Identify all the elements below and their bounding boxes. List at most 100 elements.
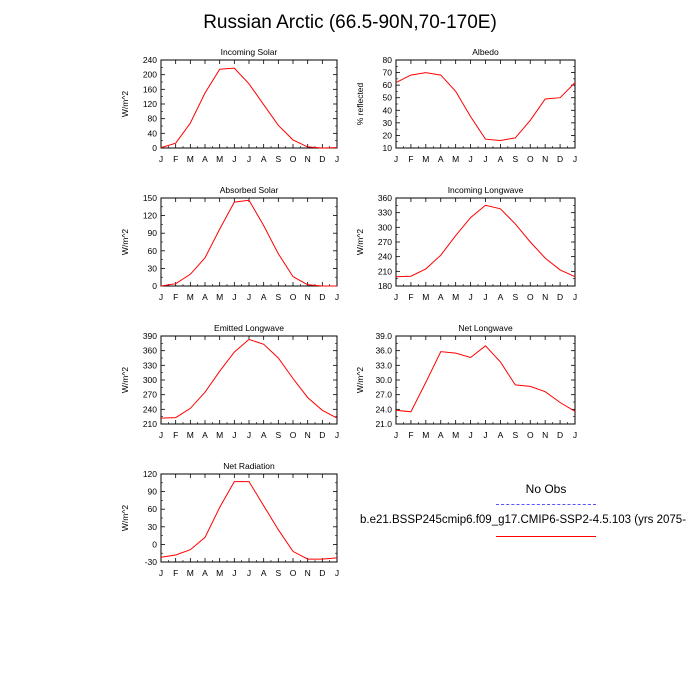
x-tick-label: M [452,292,459,302]
y-axis-label: W/m^2 [120,229,130,255]
x-tick-label: A [438,154,444,164]
x-tick-label: A [202,292,208,302]
x-tick-label: A [261,568,267,578]
x-tick-label: N [305,292,311,302]
y-tick-label: 90 [148,487,158,497]
chart-title: Absorbed Solar [220,185,279,195]
y-tick-label: 0 [152,143,157,153]
x-tick-label: M [216,292,223,302]
y-tick-label: 360 [378,193,392,203]
y-axis-label: W/m^2 [355,229,365,255]
x-tick-label: O [527,292,534,302]
x-tick-label: J [468,430,472,440]
y-tick-label: 30 [148,263,158,273]
x-tick-label: J [335,154,339,164]
x-tick-label: A [438,430,444,440]
x-tick-label: J [394,292,398,302]
x-tick-label: S [275,292,281,302]
y-axis-label: W/m^2 [120,505,130,531]
x-tick-label: J [247,154,251,164]
y-tick-label: 210 [143,419,157,429]
x-tick-label: D [319,430,325,440]
x-tick-label: N [542,430,548,440]
y-axis-label: % reflected [355,82,365,125]
legend-obs-line [496,504,596,505]
x-tick-label: J [335,430,339,440]
x-tick-label: A [261,430,267,440]
x-tick-label: M [187,292,194,302]
x-tick-label: J [335,568,339,578]
y-tick-label: 80 [383,55,393,65]
plot-frame [160,473,338,563]
y-tick-label: 270 [143,390,157,400]
x-tick-label: D [557,292,563,302]
chart-title: Incoming Longwave [448,185,524,195]
legend-model-line [496,536,596,537]
y-tick-label: 30 [383,118,393,128]
x-tick-label: S [512,154,518,164]
x-tick-label: J [232,430,236,440]
y-tick-label: 390 [143,331,157,341]
x-tick-label: N [542,154,548,164]
y-tick-label: 50 [383,93,393,103]
x-tick-label: O [290,568,297,578]
y-tick-label: 90 [148,228,158,238]
legend-title: No Obs [525,482,567,496]
y-tick-label: 200 [143,70,157,80]
x-tick-label: O [290,292,297,302]
x-tick-label: A [261,154,267,164]
series-line [160,481,338,560]
chart-title: Net Longwave [458,323,513,333]
y-axis-label: W/m^2 [355,367,365,393]
x-tick-label: S [275,568,281,578]
plot-frame [395,335,576,425]
y-tick-label: 360 [143,346,157,356]
y-tick-label: 330 [143,360,157,370]
x-tick-label: M [187,568,194,578]
x-tick-label: J [232,292,236,302]
x-tick-label: M [216,154,223,164]
y-tick-label: 40 [383,105,393,115]
x-tick-label: A [438,292,444,302]
y-tick-label: 80 [148,114,158,124]
x-tick-label: J [159,568,163,578]
x-tick-label: J [159,292,163,302]
x-tick-label: O [290,430,297,440]
x-tick-label: J [468,154,472,164]
x-tick-label: J [483,430,487,440]
y-tick-label: 30 [148,522,158,532]
x-tick-label: F [173,430,178,440]
y-tick-label: 210 [378,266,392,276]
y-tick-label: 36.0 [375,346,392,356]
y-tick-label: 0 [152,539,157,549]
x-tick-label: N [305,430,311,440]
y-tick-label: 120 [143,99,157,109]
y-tick-label: 160 [143,84,157,94]
x-tick-label: F [173,568,178,578]
x-tick-label: M [187,430,194,440]
x-tick-label: M [187,154,194,164]
x-tick-label: A [202,568,208,578]
x-tick-label: J [468,292,472,302]
y-tick-label: 240 [143,55,157,65]
y-tick-label: 330 [378,208,392,218]
x-tick-label: J [483,292,487,302]
x-tick-label: J [573,292,577,302]
x-tick-label: A [202,154,208,164]
x-tick-label: J [394,430,398,440]
x-tick-label: D [319,154,325,164]
y-tick-label: 240 [143,404,157,414]
x-tick-label: M [422,154,429,164]
x-tick-label: A [498,430,504,440]
y-tick-label: 33.0 [375,360,392,370]
series-line [395,345,576,413]
y-tick-label: 40 [148,128,158,138]
x-tick-label: N [305,154,311,164]
y-tick-label: 300 [143,375,157,385]
x-tick-label: S [275,154,281,164]
x-tick-label: F [408,430,413,440]
